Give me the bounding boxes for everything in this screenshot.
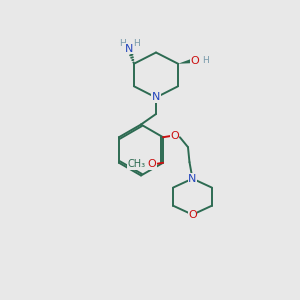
Text: H: H [133,39,140,48]
Text: H: H [202,56,209,65]
Text: CH₃: CH₃ [127,159,145,169]
Text: O: O [147,159,156,169]
Text: O: O [170,131,179,141]
Text: O: O [191,56,200,66]
Text: O: O [188,210,197,220]
Polygon shape [178,58,194,64]
Text: N: N [125,44,134,54]
Text: N: N [188,174,197,184]
Text: N: N [152,92,160,103]
Text: H: H [119,39,126,48]
